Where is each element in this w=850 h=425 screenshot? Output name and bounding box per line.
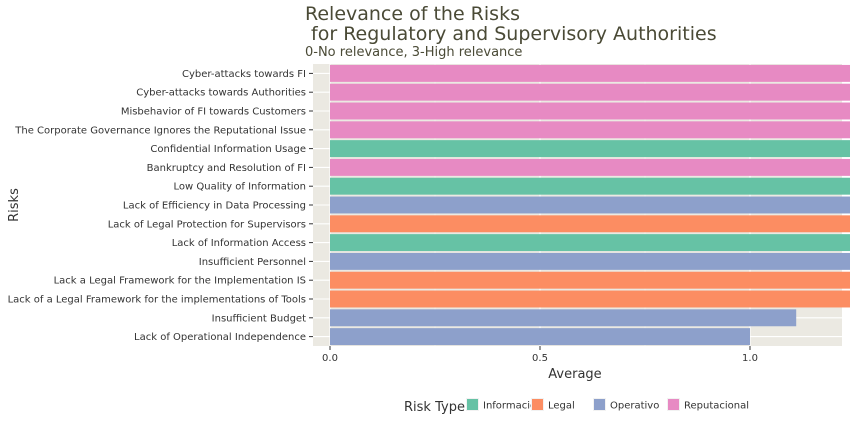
legend: Risk Type Información Legal Operativo Reput… xyxy=(404,398,749,415)
bar xyxy=(330,158,850,176)
y-tick-label: Misbehavior of FI towards Customers xyxy=(121,107,306,118)
legend-label: Operativo xyxy=(610,401,659,412)
x-axis-title: Average xyxy=(548,367,601,382)
y-tick-label: Lack a Legal Framework for the Implement… xyxy=(54,276,306,287)
x-tick-label: 0.0 xyxy=(322,353,338,364)
x-tick-label: 0.5 xyxy=(532,353,548,364)
bar xyxy=(330,121,850,139)
legend-label: Legal xyxy=(548,401,575,412)
y-tick-labels: Cyber-attacks towards FI Cyber-attacks to… xyxy=(8,69,313,343)
legend-swatch xyxy=(668,399,679,410)
y-tick-label: Confidential Information Usage xyxy=(150,144,306,155)
legend-title: Risk Type xyxy=(404,400,465,415)
y-tick-label: Cyber-attacks towards Authorities xyxy=(136,88,306,99)
y-tick-label: Lack of Legal Protection for Supervisors xyxy=(108,219,306,230)
y-tick-label: Low Quality of Information xyxy=(174,182,307,193)
bar xyxy=(330,177,850,195)
legend-swatch xyxy=(467,399,478,410)
y-tick-label: Insufficient Budget xyxy=(212,313,306,324)
bar xyxy=(330,252,850,270)
legend-swatch xyxy=(532,399,543,410)
bar xyxy=(330,102,850,120)
y-tick-label: Cyber-attacks towards FI xyxy=(182,69,306,80)
bar xyxy=(330,290,850,308)
bar xyxy=(330,64,850,82)
bar xyxy=(330,196,850,214)
y-tick-label: Insufficient Personnel xyxy=(199,257,306,268)
x-tick-labels: 0.00.51.01.52.0 xyxy=(322,346,758,364)
bar xyxy=(330,271,850,289)
y-tick-label: Lack of a Legal Framework for the implem… xyxy=(8,295,306,306)
bar xyxy=(330,140,850,158)
y-axis-title: Risks xyxy=(7,188,22,222)
y-tick-label: Bankruptcy and Resolution of FI xyxy=(147,163,306,174)
y-tick-label: Lack of Efficiency in Data Processing xyxy=(123,201,306,212)
y-tick-label: Lack of Information Access xyxy=(172,238,306,249)
bar xyxy=(330,234,850,252)
y-tick-label: The Corporate Governance Ignores the Rep… xyxy=(14,125,306,136)
bar xyxy=(330,309,797,327)
x-tick-label: 1.0 xyxy=(742,353,758,364)
bars xyxy=(330,64,850,346)
bar xyxy=(330,83,850,101)
y-tick-label: Lack of Operational Independence xyxy=(134,332,306,343)
chart-title: Relevance of the Risks for Regulatory an… xyxy=(305,3,717,45)
legend-swatch xyxy=(594,399,605,410)
legend-label: Reputacional xyxy=(684,401,749,412)
legend-label: Información xyxy=(483,400,542,412)
bar xyxy=(330,215,850,233)
chart-subtitle: 0-No relevance, 3-High relevance xyxy=(305,45,523,60)
bar xyxy=(330,328,750,346)
